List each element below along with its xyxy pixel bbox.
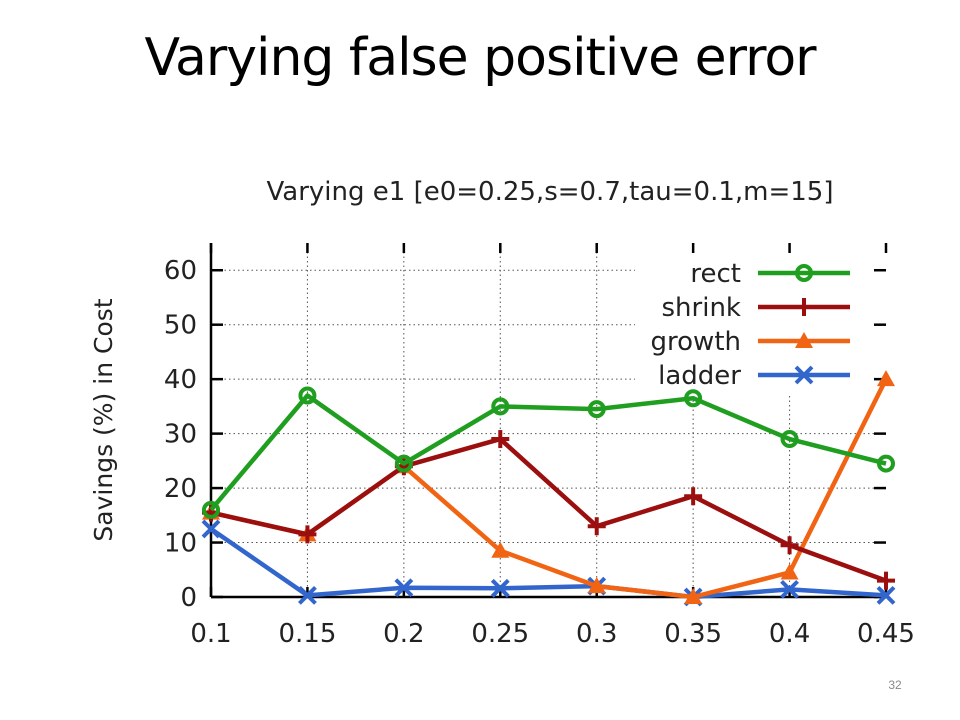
data-point-rect bbox=[877, 454, 895, 473]
data-point-rect bbox=[394, 454, 413, 473]
data-point-rect bbox=[491, 397, 510, 416]
y-tick-label: 60 bbox=[164, 256, 197, 286]
legend-marker-ladder bbox=[794, 365, 814, 385]
y-tick-label: 50 bbox=[164, 311, 197, 341]
legend-marker-shrink bbox=[795, 298, 813, 316]
grid bbox=[211, 243, 886, 597]
x-tick-label: 0.35 bbox=[664, 619, 722, 649]
data-point-growth bbox=[877, 370, 895, 387]
y-tick-label: 20 bbox=[164, 474, 197, 504]
slide-number: 32 bbox=[888, 678, 902, 692]
series-line-ladder bbox=[209, 527, 887, 600]
data-point-rect bbox=[684, 389, 703, 408]
data-point-growth bbox=[587, 577, 606, 594]
data-point-shrink bbox=[780, 536, 799, 555]
series-line-rect bbox=[209, 393, 887, 512]
y-tick-label: 30 bbox=[164, 420, 197, 450]
data-point-ladder bbox=[876, 585, 896, 605]
data-point-rect bbox=[587, 400, 606, 419]
data-point-shrink bbox=[491, 430, 510, 449]
legend-label-rect: rect bbox=[690, 259, 741, 289]
data-point-shrink bbox=[877, 571, 895, 590]
x-tick-label: 0.2 bbox=[383, 619, 424, 649]
data-point-shrink bbox=[587, 517, 606, 536]
series-line-shrink bbox=[210, 436, 887, 583]
x-b bbox=[794, 365, 814, 385]
y-axis-label: Savings (%) in Cost bbox=[89, 298, 118, 541]
legend-label-shrink: shrink bbox=[662, 293, 741, 323]
data-point-ladder bbox=[201, 519, 221, 539]
legend-label-growth: growth bbox=[651, 327, 741, 357]
y-tick-label: 10 bbox=[164, 529, 197, 559]
data-point-shrink bbox=[298, 525, 317, 544]
x-b bbox=[876, 585, 896, 605]
data-point-growth bbox=[780, 563, 799, 580]
series-layer bbox=[201, 370, 896, 607]
y-tick-label: 40 bbox=[164, 365, 197, 395]
x-tick-label: 0.1 bbox=[190, 619, 231, 649]
x-b bbox=[201, 519, 221, 539]
x-tick-label: 0.4 bbox=[769, 619, 810, 649]
data-point-rect bbox=[298, 386, 317, 405]
x-b bbox=[298, 585, 317, 605]
data-point-growth bbox=[491, 541, 510, 558]
axes: 0 10 20 30 40 50 60 0.1 0.15 0.2 0.25 0.3 0.35 0.4 0.4… bbox=[164, 243, 915, 649]
x-tick-label: 0.25 bbox=[471, 619, 529, 649]
data-point-ladder bbox=[298, 585, 317, 605]
x-b bbox=[490, 578, 510, 598]
data-point-rect bbox=[780, 430, 799, 449]
slide-title: Varying false positive error bbox=[144, 28, 816, 88]
x-b bbox=[780, 579, 799, 599]
y-tick-label: 0 bbox=[180, 583, 197, 613]
series-rect bbox=[202, 386, 895, 519]
data-point-ladder bbox=[490, 578, 510, 598]
legend: rect shrink growth ladder bbox=[651, 259, 850, 391]
chart-title: Varying e1 [e0=0.25,s=0.7,tau=0.1,m=15] bbox=[267, 177, 834, 207]
x-tick-label: 0.45 bbox=[857, 619, 915, 649]
series-growth bbox=[202, 370, 895, 604]
x-b bbox=[394, 578, 414, 598]
data-point-growth bbox=[684, 588, 703, 604]
x-tick-label: 0.15 bbox=[278, 619, 336, 649]
data-point-shrink bbox=[684, 487, 703, 506]
legend-marker-rect bbox=[795, 264, 813, 282]
data-point-ladder bbox=[780, 579, 799, 599]
data-point-rect bbox=[202, 500, 220, 519]
data-point-ladder bbox=[394, 578, 414, 598]
legend-marker-growth bbox=[795, 332, 813, 348]
x-tick-label: 0.3 bbox=[576, 619, 617, 649]
legend-label-ladder: ladder bbox=[658, 361, 741, 391]
legend-mask bbox=[635, 253, 880, 393]
